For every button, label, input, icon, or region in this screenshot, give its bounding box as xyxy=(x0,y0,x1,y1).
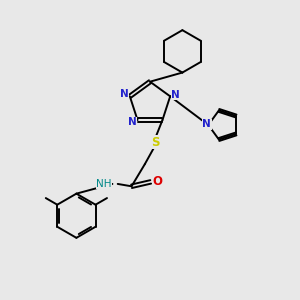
Text: O: O xyxy=(152,176,162,188)
Text: NH: NH xyxy=(96,179,112,189)
Text: N: N xyxy=(128,117,136,128)
Text: N: N xyxy=(120,89,129,99)
Text: S: S xyxy=(151,136,159,148)
Text: N: N xyxy=(202,119,211,129)
Text: N: N xyxy=(171,90,180,100)
